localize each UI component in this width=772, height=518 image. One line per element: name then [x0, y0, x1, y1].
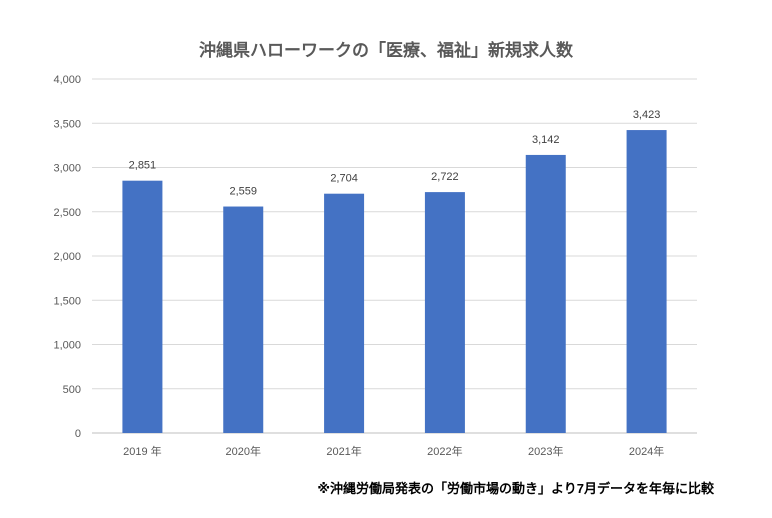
data-label: 2,559 — [229, 186, 257, 198]
bar — [626, 130, 667, 433]
y-tick-label: 2,000 — [53, 251, 81, 263]
y-tick-label: 2,500 — [53, 207, 81, 219]
bar — [223, 206, 264, 433]
y-tick-label: 4,000 — [53, 74, 81, 86]
y-tick-label: 500 — [63, 384, 81, 396]
x-tick-label: 2019 年 — [123, 444, 162, 458]
data-label: 2,704 — [330, 173, 358, 185]
x-tick-label: 2021年 — [326, 444, 361, 458]
data-label: 3,142 — [532, 134, 560, 146]
y-tick-label: 0 — [75, 428, 81, 440]
bar — [324, 193, 365, 433]
bar — [122, 180, 163, 433]
x-tick-label: 2023年 — [528, 444, 563, 458]
bar — [525, 154, 566, 434]
x-tick-label: 2020年 — [226, 444, 261, 458]
bar — [424, 192, 465, 433]
chart-title: 沖縄県ハローワークの「医療、福祉」新規求人数 — [199, 41, 573, 60]
y-tick-label: 3,500 — [53, 118, 81, 130]
y-tick-label: 3,000 — [53, 163, 81, 175]
y-tick-label: 1,000 — [53, 340, 81, 352]
x-tick-label: 2022年 — [427, 444, 462, 458]
x-tick-label: 2024年 — [629, 444, 664, 458]
data-label: 2,851 — [129, 160, 157, 172]
source-note: ※沖縄労働局発表の「労働市場の動き」より7月データを年毎に比較 — [317, 481, 714, 496]
y-tick-label: 1,500 — [53, 295, 81, 307]
data-label: 3,423 — [633, 109, 661, 121]
data-label: 2,722 — [431, 171, 459, 183]
